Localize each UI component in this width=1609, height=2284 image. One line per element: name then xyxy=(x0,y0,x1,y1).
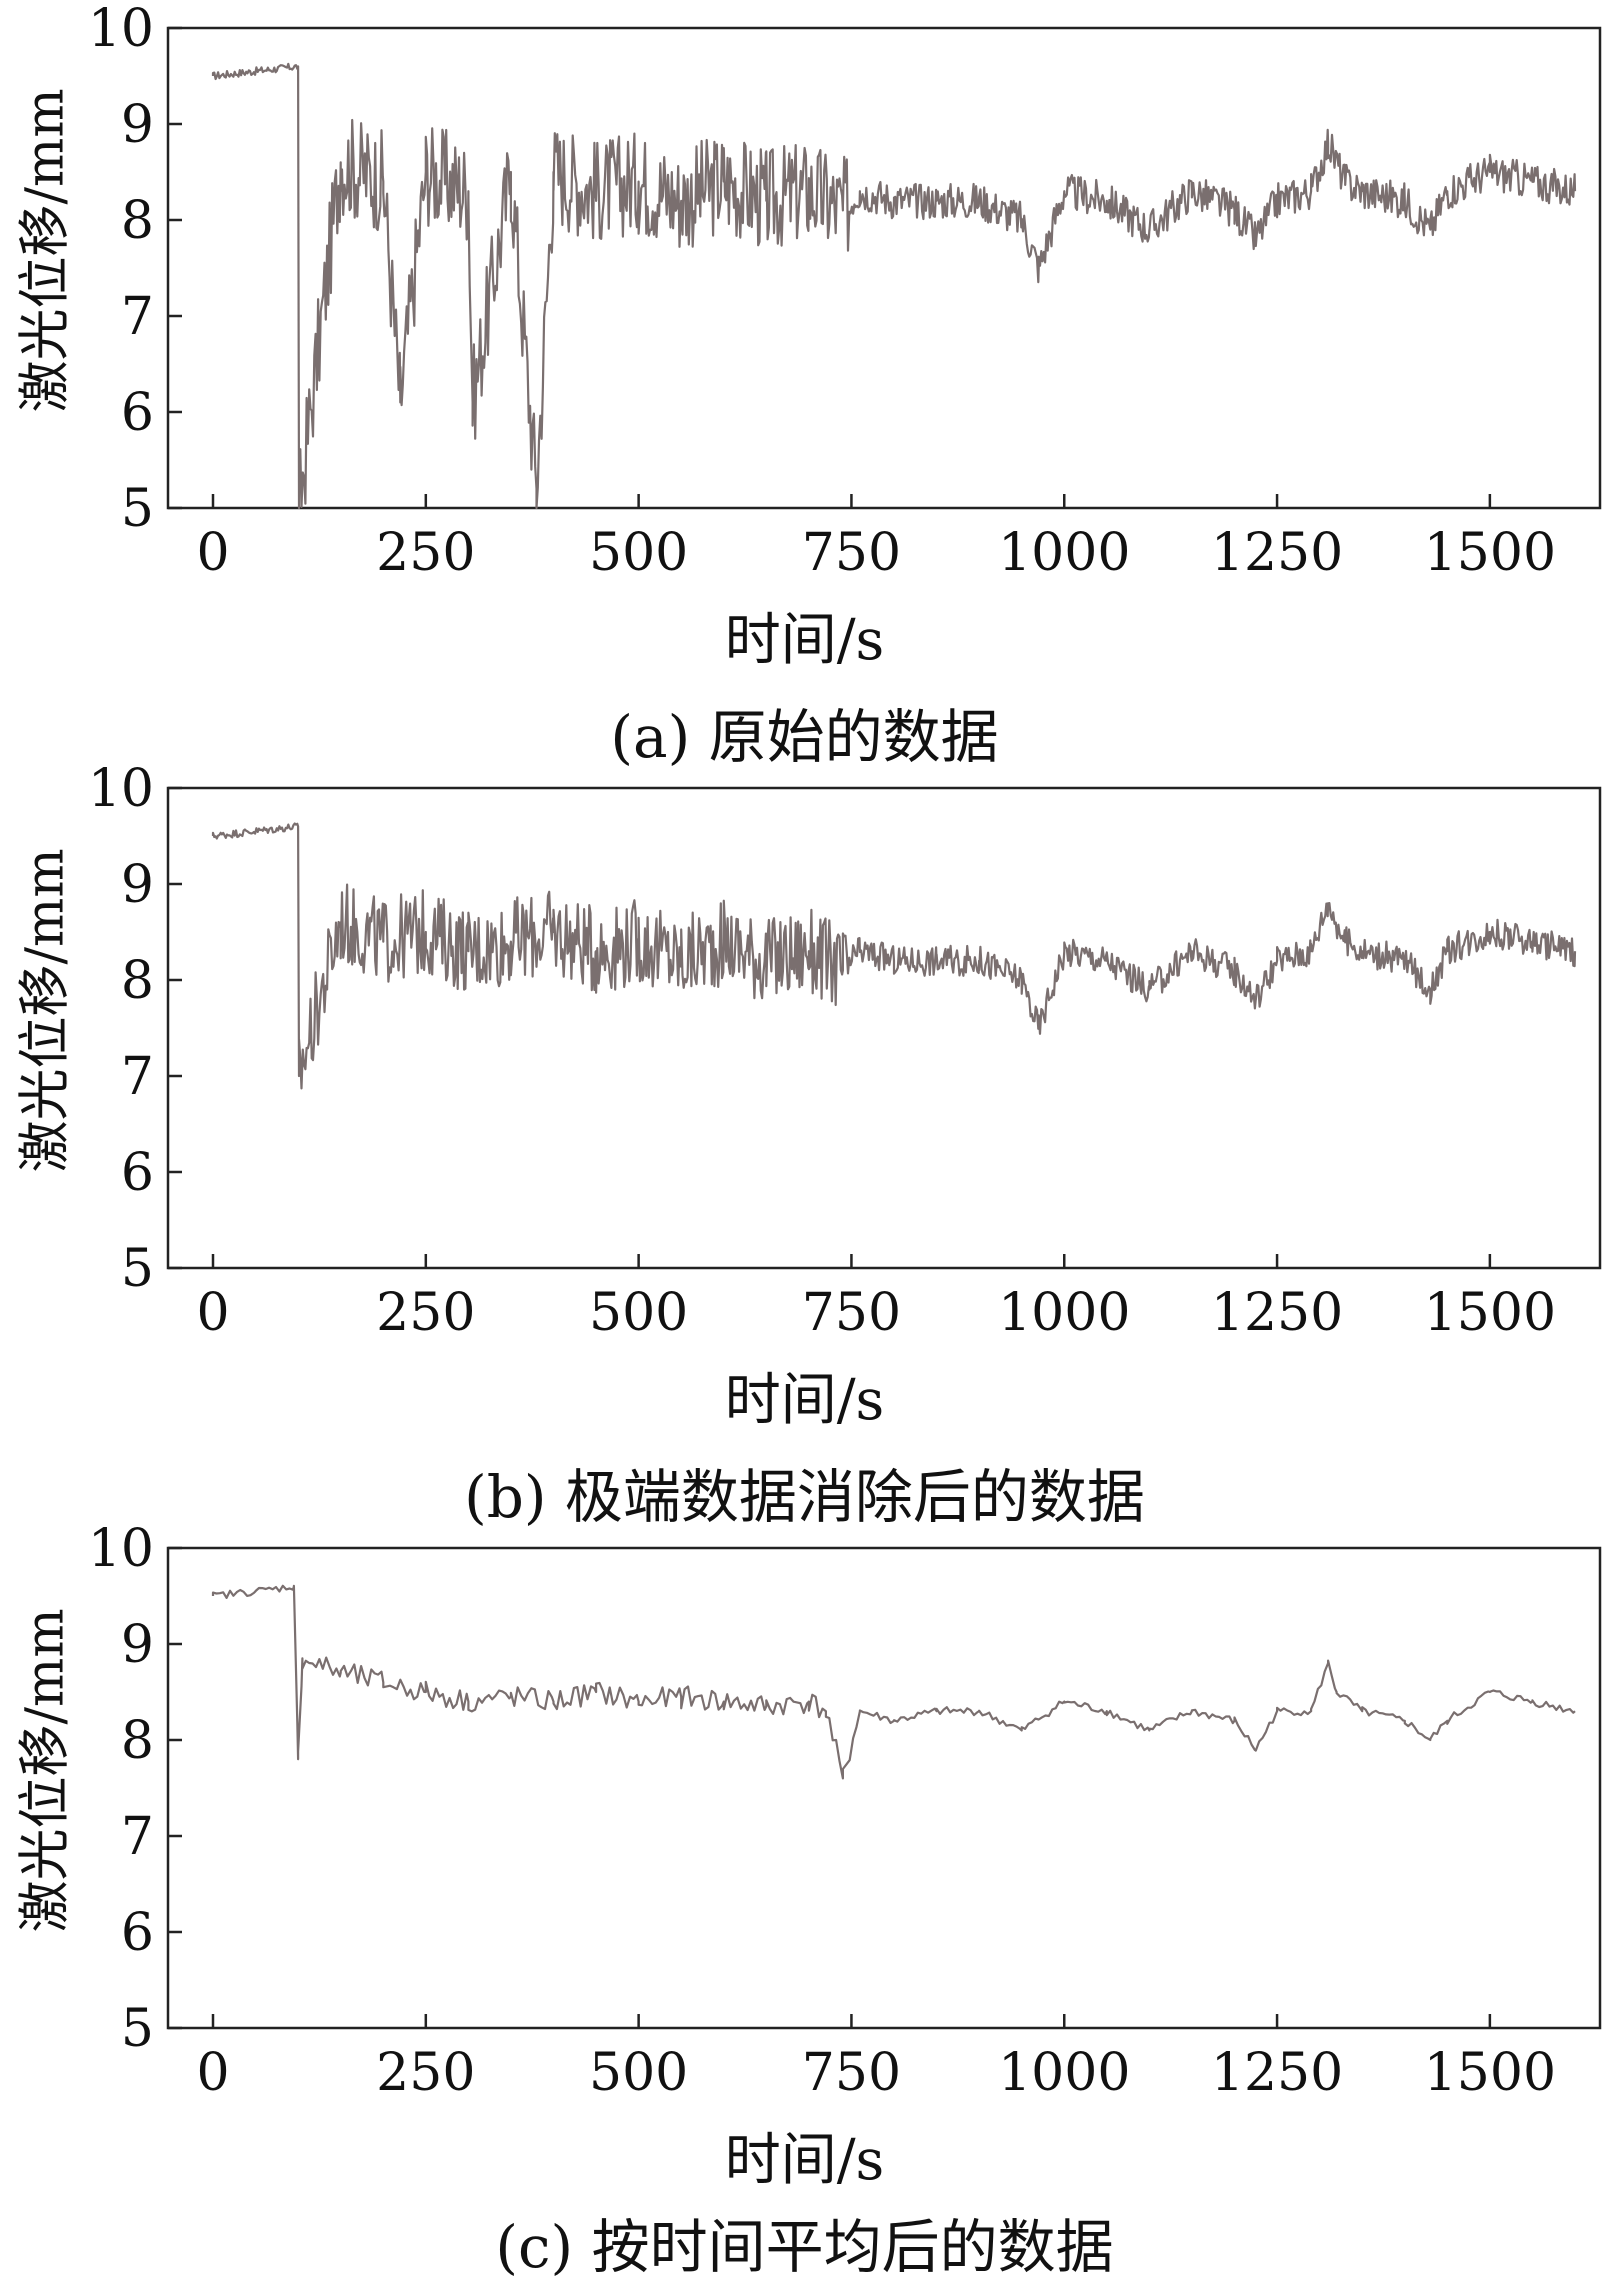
x-tick-label: 500 xyxy=(589,2043,688,2103)
y-tick-label: 5 xyxy=(121,1999,154,2059)
y-tick-label: 10 xyxy=(88,0,154,59)
panel-caption: (b) 极端数据消除后的数据 xyxy=(464,1463,1145,1531)
chart-svg-c: 5 6 7 8 9 10 0 250 500 750 1000 1250 1500 xyxy=(88,1520,1602,2103)
y-tick-label: 9 xyxy=(121,855,154,915)
x-axis-label: 时间/s xyxy=(724,2128,885,2193)
plot-frame xyxy=(166,26,1602,510)
x-tick-label: 750 xyxy=(802,1283,901,1343)
panel-caption: (c) 按时间平均后的数据 xyxy=(495,2213,1114,2281)
x-tick-label: 1000 xyxy=(998,1283,1130,1343)
series-line xyxy=(211,1584,1576,1780)
x-tick-label: 1500 xyxy=(1424,523,1556,583)
panel-caption: (a) 原始的数据 xyxy=(610,703,999,771)
y-tick-label: 8 xyxy=(121,191,154,251)
x-tick-label: 1250 xyxy=(1211,2043,1343,2103)
x-tick-label: 1000 xyxy=(998,2043,1130,2103)
x-tick-label: 250 xyxy=(376,2043,475,2103)
x-tick-label: 250 xyxy=(376,1283,475,1343)
chart-svg-b: 5 6 7 8 9 10 0 250 500 750 1000 1250 1500 xyxy=(88,760,1602,1343)
series-line xyxy=(211,62,1577,510)
chart-svg-a: 5 6 7 8 9 10 0 250 500 750 1000 1250 1500 xyxy=(88,0,1602,583)
x-tick-label: 1250 xyxy=(1211,523,1343,583)
x-axis-label: 时间/s xyxy=(724,1368,885,1433)
y-tick-label: 10 xyxy=(88,760,154,819)
y-tick-label: 6 xyxy=(121,383,154,443)
y-tick-label: 8 xyxy=(121,1711,154,1771)
x-tick-label: 1250 xyxy=(1211,1283,1343,1343)
x-tick-label: 750 xyxy=(802,523,901,583)
x-tick-label: 1000 xyxy=(998,523,1130,583)
x-tick-label: 0 xyxy=(196,1283,229,1343)
y-tick-label: 8 xyxy=(121,951,154,1011)
y-tick-label: 6 xyxy=(121,1143,154,1203)
y-tick-label: 9 xyxy=(121,1615,154,1675)
y-tick-label: 10 xyxy=(88,1520,154,1579)
chart-panel-c: 5 6 7 8 9 10 0 250 500 750 1000 1250 1500 激光位移/mm 时间… xyxy=(0,1520,1609,2281)
x-axis-label: 时间/s xyxy=(724,608,885,673)
y-tick-label: 7 xyxy=(121,1047,154,1107)
x-tick-label: 750 xyxy=(802,2043,901,2103)
chart-panel-b: 5 6 7 8 9 10 0 250 500 750 1000 1250 1500 激光位移/mm 时间… xyxy=(0,760,1609,1531)
y-axis-label: 激光位移/mm xyxy=(15,1608,76,1933)
series-line xyxy=(211,822,1577,1090)
y-tick-label: 7 xyxy=(121,287,154,347)
y-tick-label: 7 xyxy=(121,1807,154,1867)
x-tick-label: 0 xyxy=(196,2043,229,2103)
y-tick-label: 9 xyxy=(121,95,154,155)
x-tick-label: 500 xyxy=(589,523,688,583)
x-tick-label: 0 xyxy=(196,523,229,583)
y-tick-label: 6 xyxy=(121,1903,154,1963)
x-tick-label: 250 xyxy=(376,523,475,583)
plot-frame xyxy=(166,1546,1602,2030)
chart-panel-a: 5 6 7 8 9 10 0 250 500 750 1000 1250 1500 激光位移/mm 时间… xyxy=(0,0,1609,771)
x-tick-label: 500 xyxy=(589,1283,688,1343)
x-tick-label: 1500 xyxy=(1424,1283,1556,1343)
y-tick-label: 5 xyxy=(121,1239,154,1299)
y-axis-label: 激光位移/mm xyxy=(15,88,76,413)
plot-frame xyxy=(166,786,1602,1270)
y-axis-label: 激光位移/mm xyxy=(15,848,76,1173)
x-tick-label: 1500 xyxy=(1424,2043,1556,2103)
y-tick-label: 5 xyxy=(121,479,154,539)
